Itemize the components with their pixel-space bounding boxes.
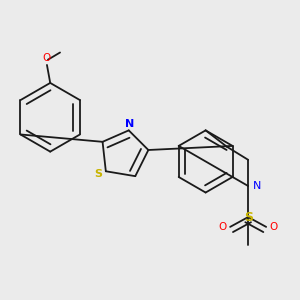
Text: O: O (269, 222, 278, 232)
Text: S: S (244, 211, 253, 224)
Text: N: N (125, 119, 134, 130)
Text: O: O (219, 222, 227, 232)
Text: N: N (252, 181, 261, 191)
Text: O: O (43, 52, 51, 63)
Text: S: S (94, 169, 103, 179)
